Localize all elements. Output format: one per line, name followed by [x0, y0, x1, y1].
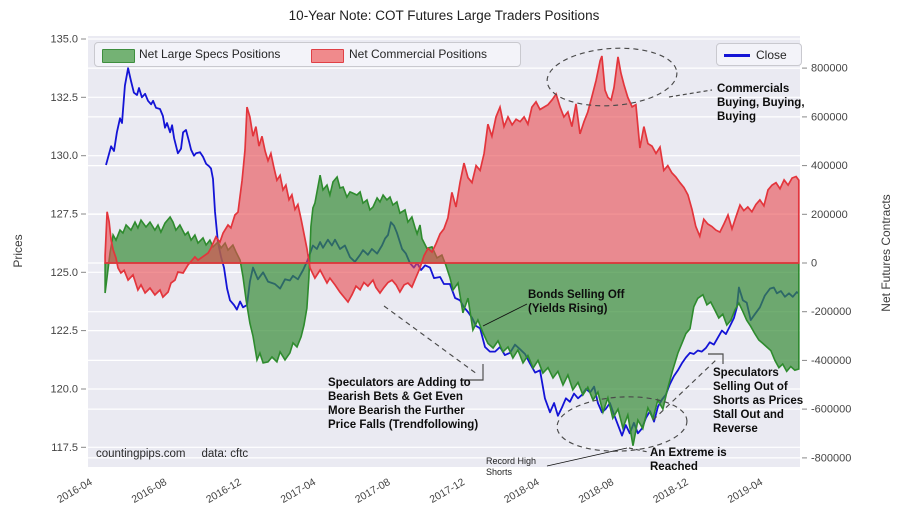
- x-tick-label: 2018-12: [651, 476, 691, 506]
- chart-title: 10-Year Note: COT Futures Large Traders …: [288, 8, 600, 23]
- connector-extreme: [628, 447, 649, 453]
- x-tick-label: 2016-12: [204, 476, 244, 506]
- gridlines: [88, 38, 800, 459]
- ellipse-commercials-extreme: [546, 47, 678, 107]
- annotation-extreme-reached: An Extreme is Reached: [650, 447, 727, 473]
- x-tick-label: 2018-08: [577, 476, 617, 506]
- specs-legend-swatch: [102, 49, 135, 63]
- right-axis-ticks: 800000 600000 400000 200000 0 -200000 -400000 -…: [802, 63, 851, 464]
- right-axis-label: Net Futures Contracts: [879, 194, 893, 312]
- annotation-speculators-selling: Speculators Selling Out of Shorts as Pri…: [713, 367, 804, 435]
- left-tick-label: 127.5: [50, 209, 78, 221]
- commercials-legend-label: Net Commercial Positions: [349, 47, 488, 61]
- right-tick-label: -200000: [811, 306, 851, 318]
- close-line-sample: [724, 54, 750, 57]
- annotation-decorations: [383, 47, 724, 467]
- specs-legend-label: Net Large Specs Positions: [139, 47, 281, 61]
- left-tick-label: 130.0: [50, 150, 78, 162]
- connector-record-high: [546, 447, 628, 467]
- right-tick-label: -800000: [811, 452, 851, 464]
- arrow-bracket-adding: [463, 364, 484, 381]
- x-tick-label: 2016-08: [130, 476, 170, 506]
- right-tick-label: 800000: [811, 63, 848, 75]
- x-axis-ticks: 2016-04 2016-08 2016-12 2017-04 2017-08 2017-…: [55, 476, 765, 506]
- annotation-commercials-buying: Commercials Buying, Buying, Buying: [717, 83, 805, 123]
- annotation-bonds-selling-off: Bonds Selling Off (Yields Rising): [528, 289, 625, 315]
- close-legend-label: Close: [756, 48, 787, 62]
- left-tick-label: 117.5: [51, 442, 78, 454]
- commercials-legend-swatch: [311, 49, 344, 63]
- right-tick-label: -400000: [811, 355, 851, 367]
- arrow-speculators-adding: [383, 305, 478, 375]
- left-tick-label: 120.0: [50, 384, 78, 396]
- x-tick-label: 2016-04: [55, 476, 95, 506]
- x-tick-label: 2019-04: [726, 476, 766, 506]
- right-tick-label: 600000: [811, 111, 848, 123]
- legend-areas: Net Large Specs Positions Net Commercial…: [94, 42, 521, 67]
- x-tick-label: 2017-08: [353, 476, 393, 506]
- arrow-bracket-selling: [708, 353, 724, 364]
- right-tick-label: 400000: [811, 160, 848, 172]
- commercials-area: [104, 55, 800, 304]
- arrow-speculators-selling: [652, 359, 717, 421]
- left-tick-label: 125.0: [50, 267, 78, 279]
- connector-bonds: [482, 303, 528, 327]
- watermark-source: data: cftc: [201, 448, 249, 460]
- watermark: countingpips.com data: cftc: [96, 448, 248, 460]
- left-axis-label: Prices: [11, 234, 25, 268]
- left-tick-label: 122.5: [50, 325, 78, 337]
- right-tick-label: 0: [811, 258, 817, 270]
- left-tick-label: 132.5: [50, 92, 78, 104]
- connector-commercials: [668, 89, 713, 98]
- annotation-record-high-shorts: Record High Shorts: [486, 456, 537, 477]
- specs-area: [104, 174, 800, 446]
- right-tick-label: 200000: [811, 209, 848, 221]
- x-tick-label: 2017-12: [428, 476, 468, 506]
- right-tick-label: -600000: [811, 404, 851, 416]
- x-tick-label: 2018-04: [502, 476, 542, 506]
- legend-close: Close: [716, 43, 802, 66]
- annotation-speculators-adding: Speculators are Adding to Bearish Bets &…: [328, 377, 479, 431]
- watermark-site: countingpips.com: [96, 448, 186, 460]
- x-tick-label: 2017-04: [279, 476, 319, 506]
- ellipse-specs-extreme: [556, 396, 688, 452]
- left-axis-ticks: 135.0 132.5 130.0 127.5 125.0 122.5 120.0 117.5: [50, 34, 86, 454]
- left-tick-label: 135.0: [50, 34, 78, 46]
